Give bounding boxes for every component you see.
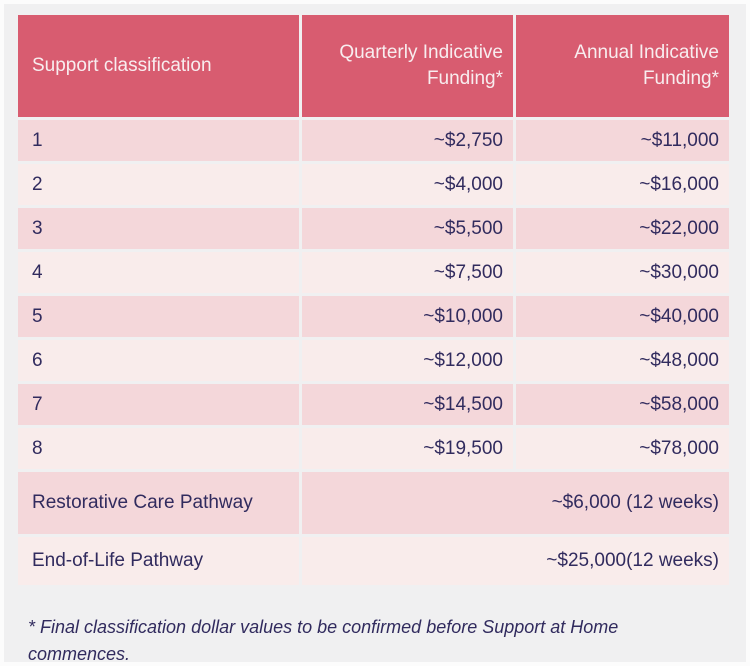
classification-cell: 1 [18,120,299,161]
annual-funding-cell: ~$58,000 [516,384,729,425]
classification-cell: 6 [18,340,299,381]
classification-cell: 7 [18,384,299,425]
row-restorative-care-pathway: Restorative Care Pathway ~$6,000 (12 wee… [18,472,729,534]
classification-cell: 3 [18,208,299,249]
quarterly-funding-cell: ~$4,000 [302,164,513,205]
quarterly-funding-cell: ~$10,000 [302,296,513,337]
table-row-6: 6 ~$12,000 ~$48,000 [18,340,729,381]
table-row-5: 5 ~$10,000 ~$40,000 [18,296,729,337]
table-row-2: 2 ~$4,000 ~$16,000 [18,164,729,205]
column-header-support-classification: Support classification [18,15,299,117]
row-end-of-life-pathway: End-of-Life Pathway ~$25,000(12 weeks) [18,537,729,585]
annual-funding-cell: ~$22,000 [516,208,729,249]
classification-cell: 4 [18,252,299,293]
quarterly-funding-cell: ~$19,500 [302,428,513,469]
column-header-quarterly-funding: Quarterly Indicative Funding* [302,15,513,117]
quarterly-funding-cell: ~$2,750 [302,120,513,161]
pathway-label-cell: End-of-Life Pathway [18,537,299,585]
annual-funding-cell: ~$78,000 [516,428,729,469]
annual-funding-cell: ~$48,000 [516,340,729,381]
classification-cell: 8 [18,428,299,469]
quarterly-funding-cell: ~$5,500 [302,208,513,249]
footnote: * Final classification dollar values to … [28,617,619,664]
funding-table: Support classification Quarterly Indicat… [15,12,732,588]
annual-funding-cell: ~$40,000 [516,296,729,337]
quarterly-funding-cell: ~$7,500 [302,252,513,293]
classification-cell: 2 [18,164,299,205]
table-row-8: 8 ~$19,500 ~$78,000 [18,428,729,469]
annual-funding-cell: ~$30,000 [516,252,729,293]
annual-funding-cell: ~$16,000 [516,164,729,205]
table-row-3: 3 ~$5,500 ~$22,000 [18,208,729,249]
pathway-label-cell: Restorative Care Pathway [18,472,299,534]
table-row-7: 7 ~$14,500 ~$58,000 [18,384,729,425]
classification-cell: 5 [18,296,299,337]
column-header-annual-funding: Annual Indicative Funding* [516,15,729,117]
quarterly-funding-cell: ~$12,000 [302,340,513,381]
pathway-value-cell: ~$25,000(12 weeks) [302,537,729,585]
table-header-row: Support classification Quarterly Indicat… [18,15,729,117]
table-row-1: 1 ~$2,750 ~$11,000 [18,120,729,161]
annual-funding-cell: ~$11,000 [516,120,729,161]
pathway-value-cell: ~$6,000 (12 weeks) [302,472,729,534]
table-row-4: 4 ~$7,500 ~$30,000 [18,252,729,293]
quarterly-funding-cell: ~$14,500 [302,384,513,425]
